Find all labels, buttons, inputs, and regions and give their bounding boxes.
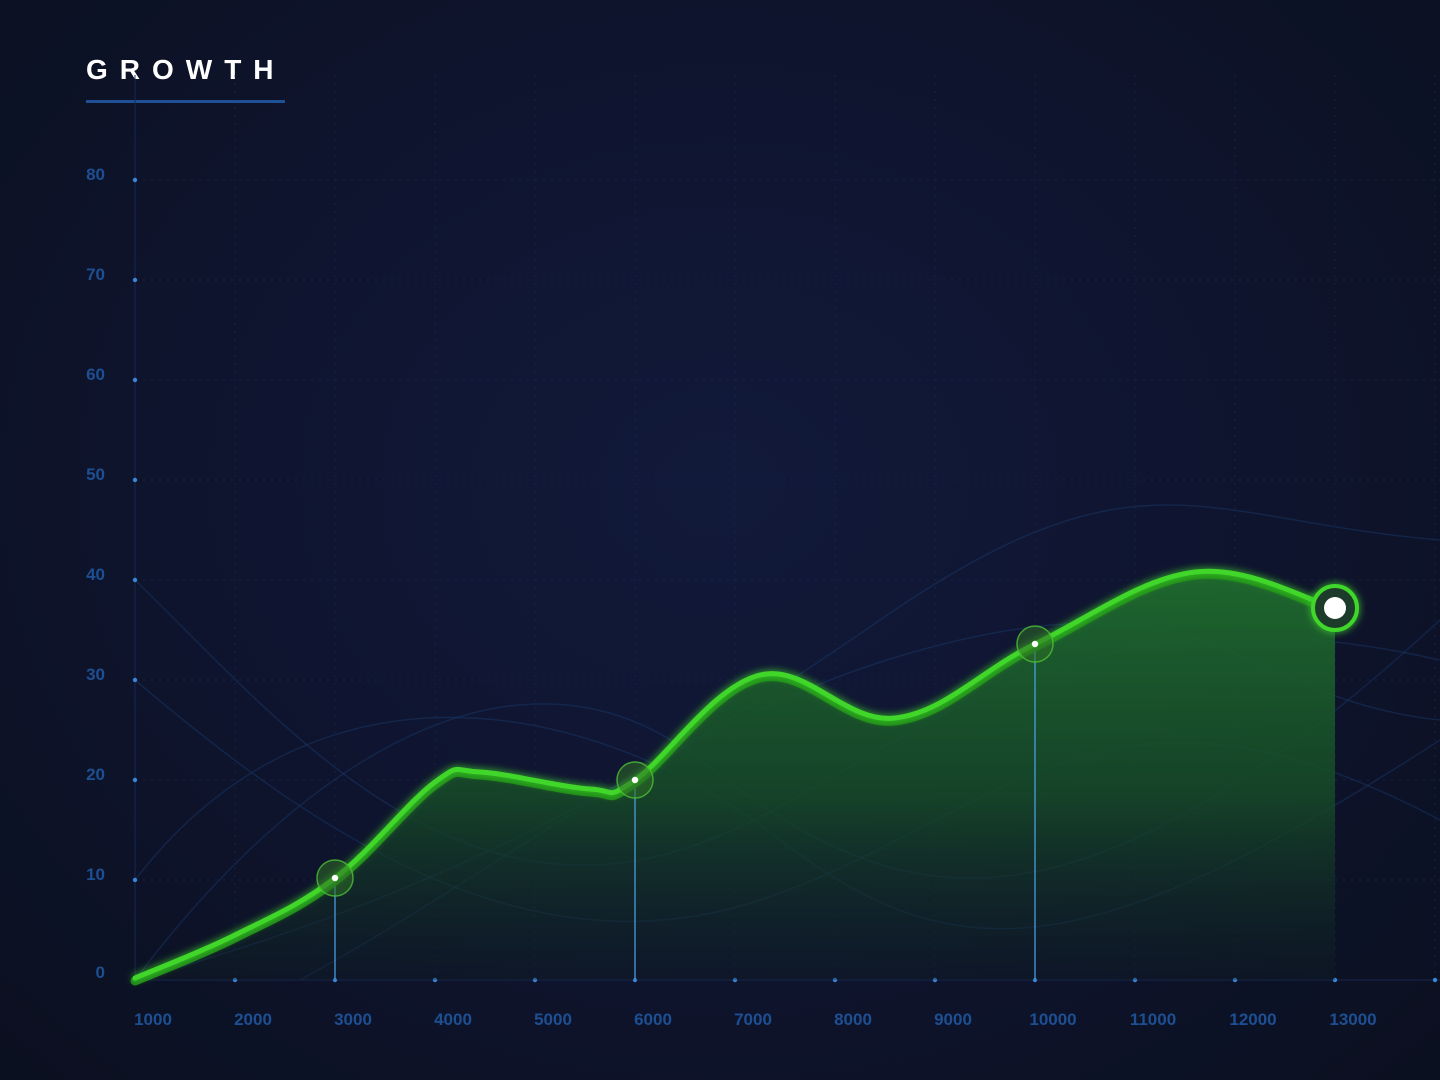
chart-title: GROWTH [86,54,286,85]
x-tick-label: 11000 [1130,1010,1176,1029]
title-underline [86,100,285,103]
y-axis-tick-dot [132,777,138,783]
x-axis-tick-dot [1432,977,1438,983]
x-tick-label: 12000 [1229,1010,1276,1029]
data-point [631,776,639,784]
x-tick-label: 13000 [1329,1010,1376,1029]
y-tick-label: 30 [86,665,105,684]
x-tick-label: 8000 [834,1010,872,1029]
y-tick-label: 40 [86,565,105,584]
data-point [331,874,339,882]
y-axis-tick-dot [132,577,138,583]
x-tick-label: 2000 [234,1010,272,1029]
x-tick-label: 7000 [734,1010,772,1029]
area-layer [135,571,1335,980]
x-tick-label: 1000 [134,1010,172,1029]
y-tick-label: 50 [86,465,105,484]
x-tick-label: 6000 [634,1010,672,1029]
y-tick-label: 0 [96,963,105,982]
x-tick-label: 4000 [434,1010,472,1029]
y-axis-tick-dot [132,677,138,683]
endpoint-dot [1324,597,1346,619]
data-point [1031,640,1039,648]
y-axis-tick-dot [132,477,138,483]
y-tick-label: 80 [86,165,105,184]
x-axis-labels: 1000 2000 3000 4000 5000 6000 7000 8000 9000 1000… [134,1010,1377,1029]
x-tick-label: 9000 [934,1010,972,1029]
y-tick-label: 20 [86,765,105,784]
y-tick-label: 60 [86,365,105,384]
markers [316,584,1359,897]
y-tick-label: 10 [86,865,105,884]
x-tick-label: 3000 [334,1010,372,1029]
area-fill [135,571,1335,980]
y-axis-tick-dot [132,277,138,283]
y-axis-tick-dot [132,377,138,383]
x-tick-label: 10000 [1029,1010,1076,1029]
y-axis-tick-dot [132,177,138,183]
y-axis-tick-dot [132,877,138,883]
x-tick-label: 5000 [534,1010,572,1029]
y-tick-label: 70 [86,265,105,284]
y-axis-labels: 0 10 20 30 40 50 60 70 80 [86,165,105,982]
